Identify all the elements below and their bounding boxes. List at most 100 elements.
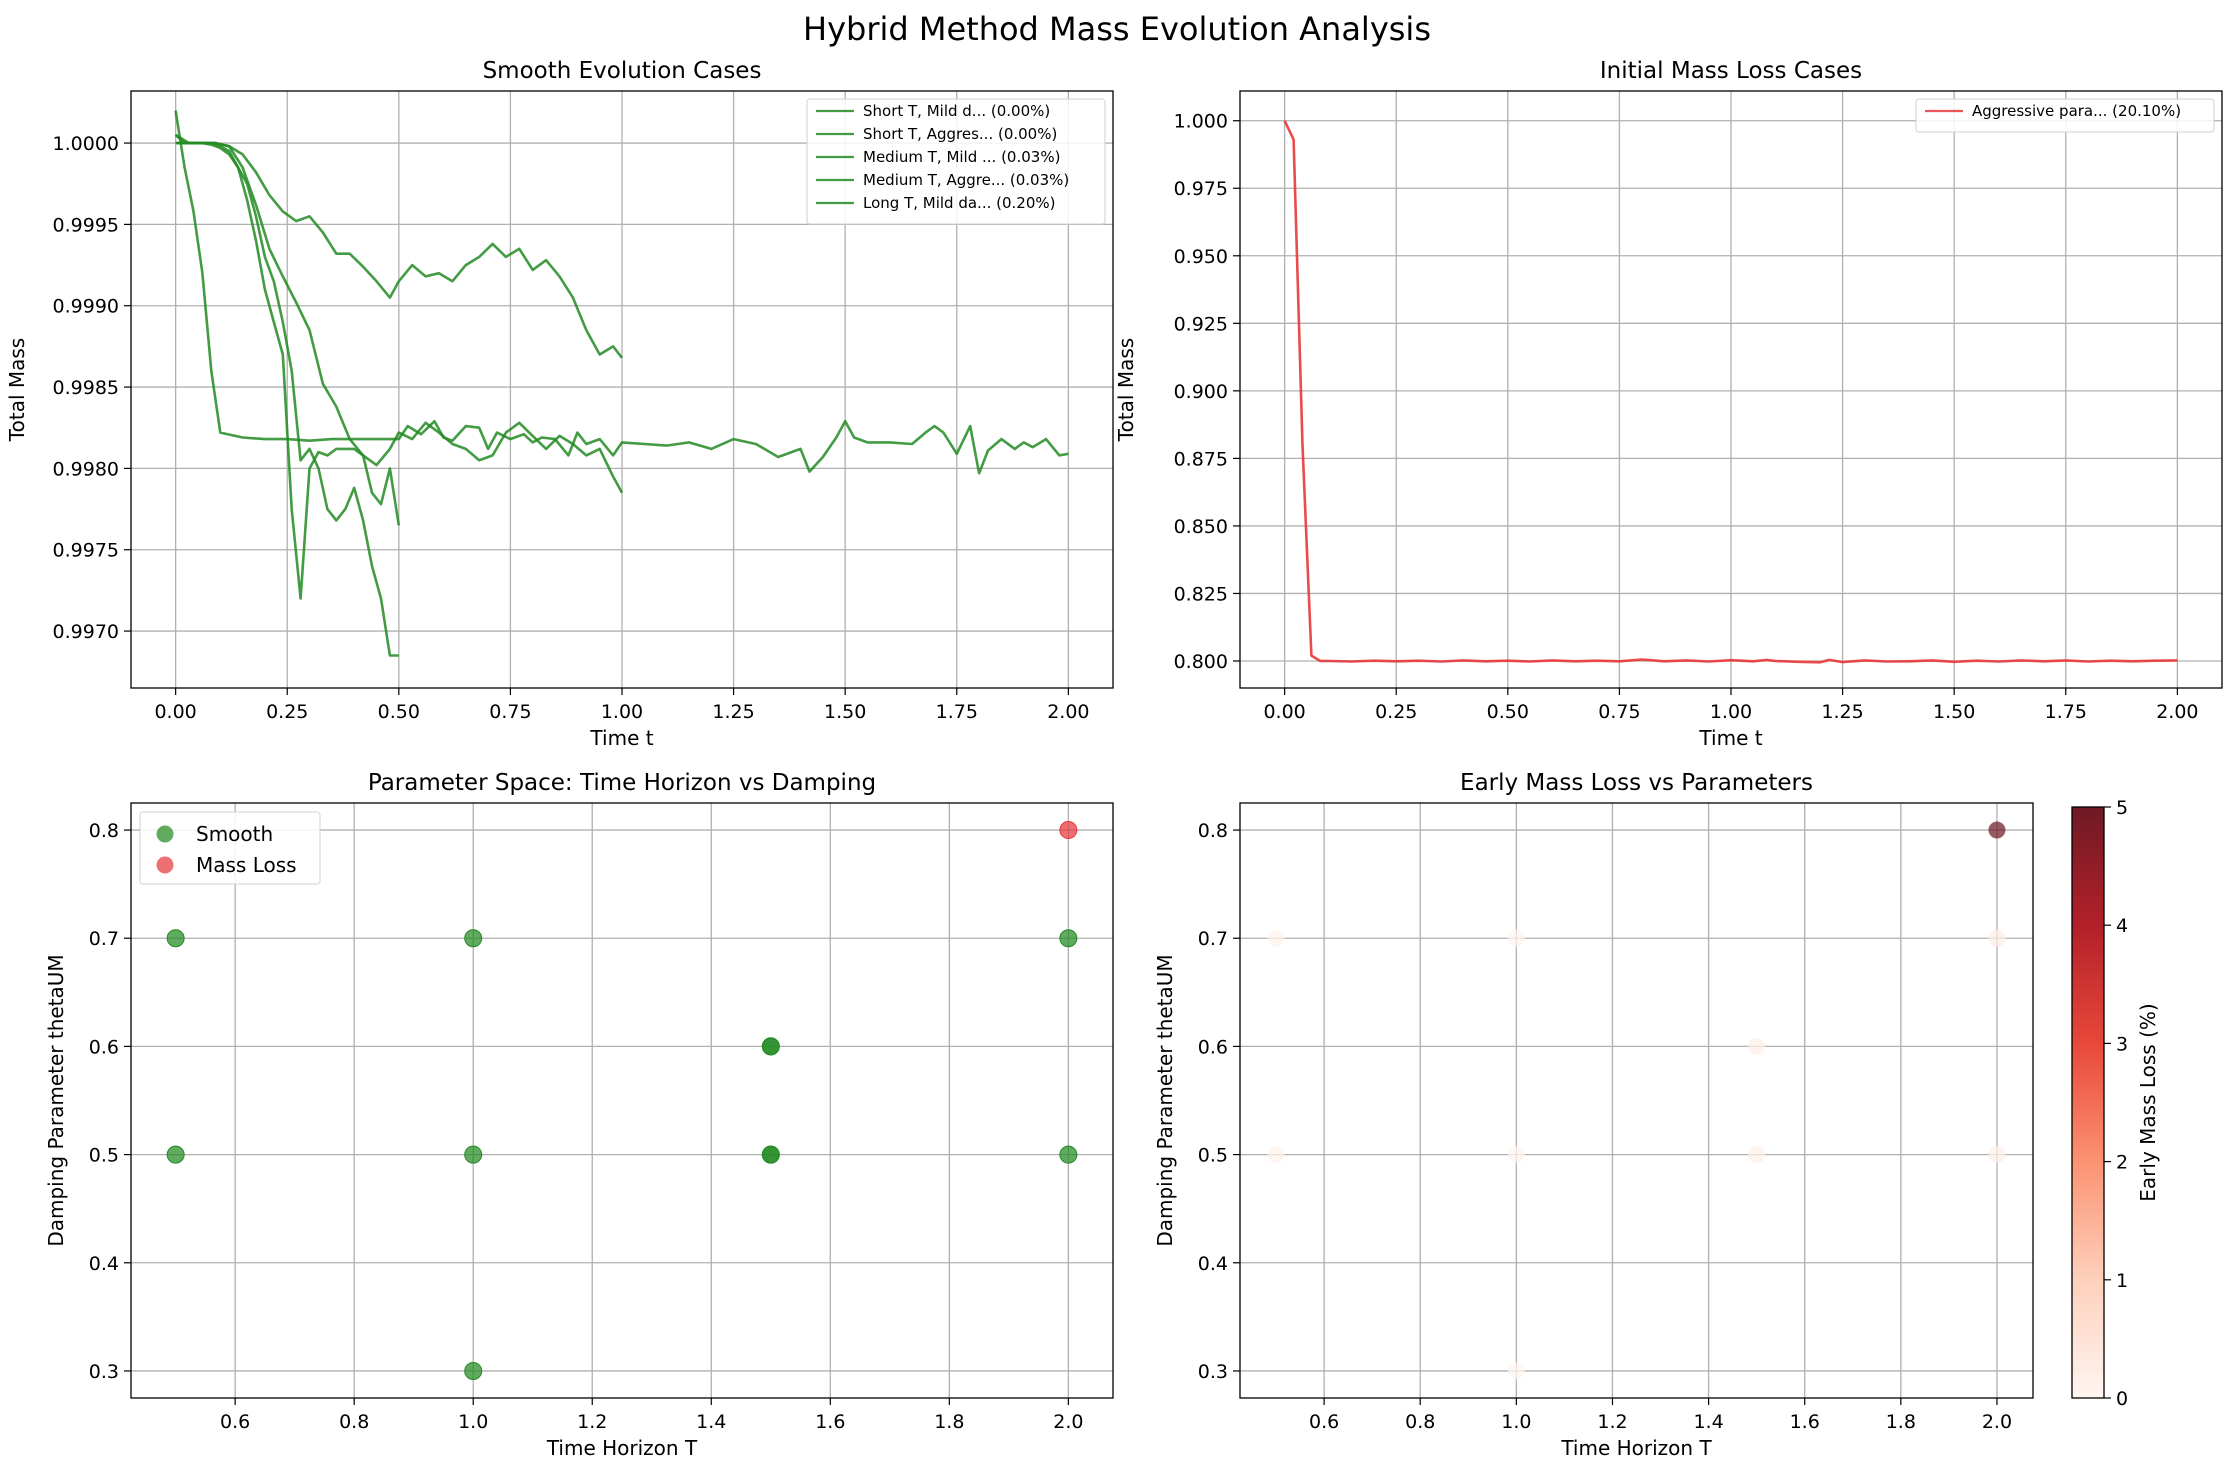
scatter-point [761, 1145, 780, 1164]
x-tick-label: 0.75 [489, 701, 531, 723]
panel-title: Early Mass Loss vs Parameters [1460, 770, 1813, 796]
x-tick-label: 0.6 [220, 1411, 250, 1433]
scatter-point [1059, 1145, 1078, 1164]
y-tick-label: 1.000 [1174, 111, 1228, 133]
colorbar-tick-label: 1 [2116, 1270, 2128, 1292]
x-tick-label: 0.75 [1598, 701, 1640, 723]
x-tick-label: 1.8 [1886, 1411, 1916, 1433]
scatter-point [1507, 1362, 1525, 1380]
colorbar-tick-label: 2 [2116, 1152, 2128, 1174]
legend-entry: Long T, Mild da... (0.20%) [863, 194, 1055, 212]
y-tick-label: 0.9975 [53, 540, 119, 562]
y-tick-label: 0.800 [1174, 651, 1228, 673]
x-tick-label: 1.4 [1693, 1411, 1723, 1433]
panel-title: Initial Mass Loss Cases [1600, 58, 1862, 84]
legend-entry: Aggressive para... (20.10%) [1972, 102, 2181, 120]
x-tick-label: 1.50 [824, 701, 866, 723]
legend-marker [156, 825, 174, 843]
x-tick-label: 2.00 [2156, 701, 2198, 723]
x-tick-label: 0.00 [1263, 701, 1305, 723]
y-tick-label: 0.825 [1174, 583, 1228, 605]
plot-frame [1239, 802, 2034, 1399]
scatter-point [166, 1145, 185, 1164]
plot-frame [1239, 90, 2223, 689]
y-axis-label: Damping Parameter thetaUM [44, 954, 68, 1246]
plot-frame [130, 802, 1114, 1399]
series-line [1283, 120, 2178, 664]
scatter-point [1507, 929, 1525, 947]
scatter-point [464, 929, 483, 948]
y-tick-label: 0.6 [1198, 1036, 1228, 1058]
legend-entry: Smooth [196, 822, 273, 846]
y-tick-label: 0.8 [89, 820, 119, 842]
legend-box [806, 98, 1106, 225]
x-tick-label: 1.6 [815, 1411, 845, 1433]
legend-entry: Short T, Aggres... (0.00%) [863, 125, 1057, 143]
scatter-point [464, 1145, 483, 1164]
y-tick-label: 0.7 [89, 928, 119, 950]
scatter-point [1988, 821, 2006, 839]
x-tick-label: 0.50 [1487, 701, 1529, 723]
x-tick-label: 1.6 [1790, 1411, 1820, 1433]
y-tick-label: 0.6 [89, 1036, 119, 1058]
legend-box [1915, 98, 2215, 133]
x-tick-label: 0.25 [266, 701, 308, 723]
scatter-point [1267, 1146, 1285, 1164]
x-axis-label: Time Horizon T [546, 1436, 698, 1460]
x-tick-label: 2.0 [1053, 1411, 1083, 1433]
x-tick-label: 1.00 [1710, 701, 1752, 723]
y-tick-label: 0.875 [1174, 448, 1228, 470]
y-tick-label: 0.5 [89, 1145, 119, 1167]
colorbar-tick-label: 3 [2116, 1033, 2128, 1055]
y-axis-label: Damping Parameter thetaUM [1153, 954, 1177, 1246]
y-tick-label: 0.975 [1174, 178, 1228, 200]
x-tick-label: 1.50 [1933, 701, 1975, 723]
y-tick-label: 0.925 [1174, 313, 1228, 335]
x-tick-label: 1.2 [1597, 1411, 1627, 1433]
x-tick-label: 0.50 [378, 701, 420, 723]
x-tick-label: 0.00 [154, 701, 196, 723]
x-tick-label: 1.75 [936, 701, 978, 723]
series-line [174, 110, 1069, 475]
figure-title: Hybrid Method Mass Evolution Analysis [803, 10, 1431, 48]
initial-mass-loss-panel: 0.00 0.25 0.50 0.75 1.00 1.25 1.50 1.75 2.00 0.80… [1114, 58, 2223, 750]
x-tick-label: 1.75 [2045, 701, 2087, 723]
scatter-point [1988, 929, 2006, 947]
y-axis-label: Total Mass [5, 338, 29, 442]
colorbar-label: Early Mass Loss (%) [2136, 1003, 2160, 1201]
scatter-point [761, 1037, 780, 1056]
scatter-point [1748, 1037, 1766, 1055]
scatter-point [1059, 821, 1078, 840]
x-axis-label: Time t [1698, 726, 1762, 750]
colorbar-tick-label: 0 [2116, 1388, 2128, 1410]
legend-box [139, 811, 321, 885]
colorbar [2071, 806, 2105, 1399]
x-tick-label: 0.8 [1405, 1411, 1435, 1433]
smooth-evolution-panel: 0.00 0.25 0.50 0.75 1.00 1.25 1.50 1.75 2.00 0.99… [5, 58, 1114, 750]
y-tick-label: 0.900 [1174, 381, 1228, 403]
y-tick-label: 0.950 [1174, 246, 1228, 268]
panel-title: Smooth Evolution Cases [483, 58, 762, 84]
x-tick-label: 0.25 [1375, 701, 1417, 723]
legend-entry: Medium T, Aggre... (0.03%) [863, 171, 1069, 189]
y-tick-label: 0.5 [1198, 1145, 1228, 1167]
y-tick-label: 0.8 [1198, 820, 1228, 842]
x-tick-label: 1.0 [458, 1411, 488, 1433]
legend-entry: Short T, Mild d... (0.00%) [863, 102, 1050, 120]
y-tick-label: 0.7 [1198, 928, 1228, 950]
y-tick-label: 0.9985 [53, 377, 119, 399]
x-tick-label: 1.4 [696, 1411, 726, 1433]
series-line [174, 133, 624, 359]
parameter-space-panel: 0.6 0.8 1.0 1.2 1.4 1.6 1.8 2.0 0.3 0.4 0.5 0.6 0.7 0… [44, 770, 1114, 1460]
x-tick-label: 0.6 [1309, 1411, 1339, 1433]
early-mass-loss-panel: 0.6 0.8 1.0 1.2 1.4 1.6 1.8 2.0 0.3 0.4 0.5 0.6 0.7 0… [1153, 770, 2160, 1460]
colorbar-tick-label: 5 [2116, 797, 2128, 819]
y-tick-label: 0.850 [1174, 516, 1228, 538]
legend-entry: Medium T, Mild ... (0.03%) [863, 148, 1060, 166]
y-tick-label: 0.9970 [53, 621, 119, 643]
scatter-point [1059, 929, 1078, 948]
legend-entry: Mass Loss [196, 853, 297, 877]
scatter-point [1507, 1146, 1525, 1164]
y-tick-label: 0.9980 [53, 458, 119, 480]
y-tick-label: 0.3 [1198, 1361, 1228, 1383]
